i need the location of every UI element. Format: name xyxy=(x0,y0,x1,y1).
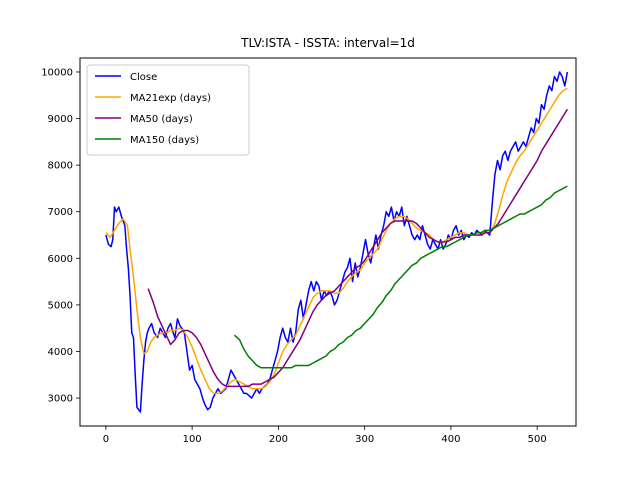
y-tick-label: 4000 xyxy=(48,347,73,358)
x-tick-label: 200 xyxy=(269,434,288,445)
legend-label-close: Close xyxy=(130,72,157,83)
axes-frame xyxy=(79,57,577,427)
x-tick-label: 100 xyxy=(183,434,202,445)
y-tick-label: 6000 xyxy=(48,254,73,265)
x-tick-label: 300 xyxy=(355,434,374,445)
y-tick-label: 7000 xyxy=(48,207,73,218)
legend-label-ma50-days: MA50 (days) xyxy=(130,114,193,125)
y-tick-label: 3000 xyxy=(48,394,73,405)
series-layer xyxy=(105,71,569,413)
legend-box xyxy=(86,64,250,156)
y-tick-label: 10000 xyxy=(41,67,73,78)
x-tick-label: 0 xyxy=(103,434,109,445)
chart-title: TLV:ISTA - ISSTA: interval=1d xyxy=(240,36,415,50)
y-tick-label: 8000 xyxy=(48,161,73,172)
legend-label-ma150-days: MA150 (days) xyxy=(130,135,199,146)
x-axis: 0 100 200 300 400 500 xyxy=(103,426,547,445)
x-tick-label: 500 xyxy=(528,434,547,445)
y-tick-label: 9000 xyxy=(48,114,73,125)
y-axis: 3000 4000 5000 6000 7000 8000 9000 10000 xyxy=(41,67,80,405)
legend: Close MA21exp (days) MA50 (days) MA150 (day… xyxy=(86,64,250,156)
series-line-ma50-days xyxy=(147,108,569,388)
series-line-ma150-days xyxy=(233,185,568,369)
legend-label-ma21exp-days: MA21exp (days) xyxy=(130,93,211,104)
y-tick-label: 5000 xyxy=(48,300,73,311)
x-tick-label: 400 xyxy=(441,434,460,445)
